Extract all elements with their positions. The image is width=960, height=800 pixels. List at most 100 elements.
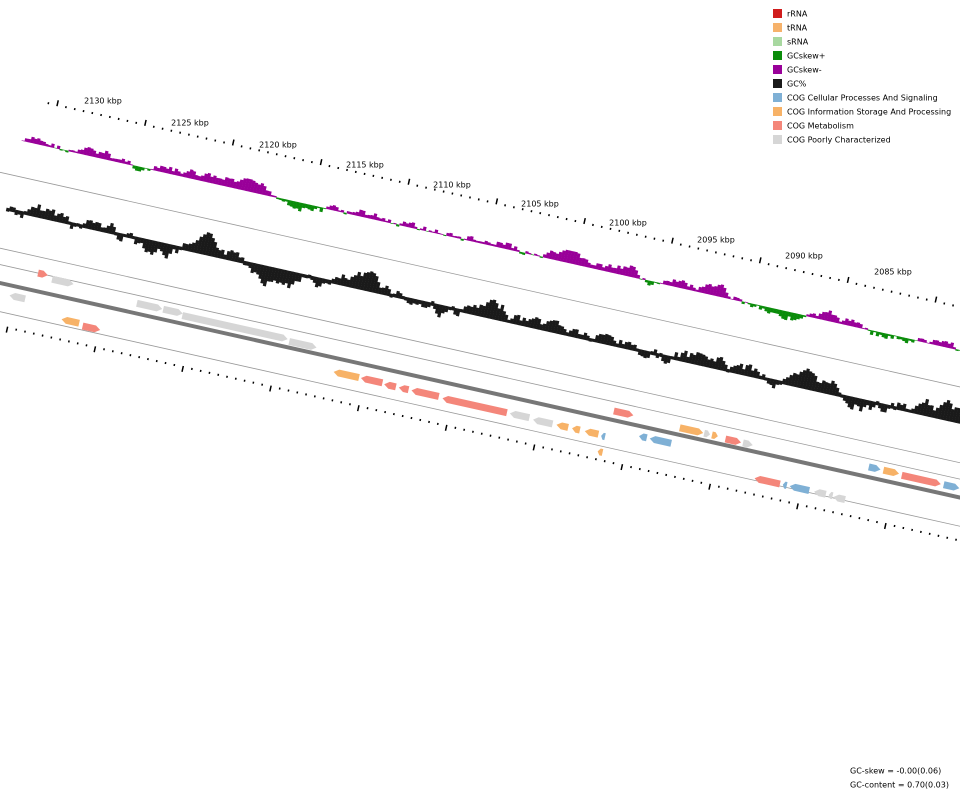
gc-skew-bar (481, 241, 485, 245)
gc-skew-bar (62, 149, 66, 151)
gc-content-bar (250, 262, 256, 274)
gc-skew-bar (495, 241, 501, 248)
gc-skew-bar (487, 242, 491, 246)
gc-skew-bar (235, 181, 241, 190)
gc-content-bar (509, 318, 514, 324)
gc-content-bar (178, 246, 183, 251)
gc-content-bar (849, 396, 856, 410)
gene-arrow (37, 269, 48, 278)
gc-skew-bar (137, 166, 142, 172)
gc-skew-bar (126, 160, 131, 166)
gc-content-bar (231, 252, 237, 262)
gc-skew-bar (454, 235, 459, 239)
ruler-tick (407, 178, 411, 185)
gc-content-bar (957, 411, 960, 424)
gc-content-bar (360, 272, 368, 291)
gc-skew-bar (636, 274, 641, 279)
gene-arrow (61, 316, 80, 327)
gc-content-bar (761, 374, 766, 381)
gc-content-bar (441, 305, 446, 314)
gc-content-bar (339, 274, 346, 286)
gc-content-bar (790, 372, 797, 387)
gc-content-bar (153, 241, 160, 253)
gc-content-bar (284, 270, 291, 284)
gc-content-bar (626, 341, 632, 350)
gc-content-bar (17, 210, 22, 215)
gc-skew-bar (536, 254, 541, 257)
gc-content-bar (588, 337, 593, 342)
gc-skew-bar (624, 267, 630, 277)
gc-skew-bar (510, 247, 515, 251)
ruler-tick (356, 405, 360, 412)
gene-arrow (754, 475, 781, 488)
gc-skew-bar (331, 205, 337, 211)
gc-content-bar (210, 241, 218, 258)
gc-skew-bar (621, 266, 627, 276)
gc-content-bar (766, 377, 771, 384)
gc-content-bar (799, 369, 807, 389)
gc-skew-bar (789, 312, 795, 321)
gc-content-bar (497, 304, 505, 322)
gc-content-bar (530, 318, 536, 329)
gc-content-bar (205, 233, 214, 256)
gc-content-bar (32, 207, 38, 218)
gc-content-bar (868, 400, 874, 411)
gc-content-bar (199, 234, 207, 255)
tick-label: 2085 kbp (874, 268, 912, 277)
legend-swatch (773, 121, 782, 130)
gc-skew-bar (147, 168, 151, 172)
gc-content-bar (931, 410, 936, 419)
gc-content-bar (290, 271, 297, 285)
gc-content-bar (726, 368, 730, 373)
gc-content-bar (500, 310, 507, 322)
gc-content-bar (579, 334, 584, 340)
gc-skew-bar (413, 226, 418, 230)
gc-skew-bar (65, 150, 69, 153)
gc-content-bar (793, 374, 800, 388)
gc-content-bar (646, 350, 651, 359)
gc-skew-bar (911, 339, 915, 343)
gc-skew-bar (182, 172, 187, 178)
gc-content-bar (512, 314, 518, 325)
gc-content-bar (193, 239, 200, 254)
gc-skew-bar (408, 222, 413, 228)
gc-skew-bar (580, 257, 586, 267)
gc-skew-bar (756, 304, 760, 307)
gc-content-bar (102, 227, 107, 233)
gene-arrow (136, 299, 163, 312)
gc-skew-bar (264, 190, 269, 196)
tick-label: 2120 kbp (259, 141, 297, 150)
gc-skew-bar (706, 283, 713, 295)
ruler-tick (532, 444, 536, 451)
gc-content-bar (934, 407, 940, 419)
legend-swatch (773, 107, 782, 116)
gc-skew-bar (59, 148, 63, 151)
gc-content-bar (693, 352, 700, 366)
gc-content-bar (147, 239, 154, 253)
gene-arrow (613, 407, 634, 418)
gc-content-bar (802, 368, 810, 390)
legend-swatch (773, 37, 782, 46)
gc-skew-bar (44, 143, 49, 147)
gc-content-bar (565, 331, 570, 337)
gc-content-bar (816, 382, 823, 393)
gc-skew-bar (896, 335, 901, 340)
gc-skew-bar (387, 219, 392, 224)
gc-content-bar (494, 308, 501, 321)
gc-content-bar (778, 380, 783, 386)
gc-content-bar (459, 308, 464, 313)
gc-content-bar (310, 275, 315, 281)
gc-skew-bar (923, 339, 928, 344)
gc-content-bar (164, 243, 171, 259)
gc-skew-bar (741, 301, 746, 305)
gc-content-bar (474, 307, 480, 316)
gc-skew-bar (498, 242, 504, 249)
gc-content-bar (29, 206, 35, 217)
gc-skew-bar (929, 341, 933, 345)
gc-content-bar (430, 300, 435, 307)
gc-content-bar (585, 335, 590, 341)
ruler-tick (758, 257, 762, 264)
gc-skew-bar (466, 236, 471, 241)
gc-content-bar (342, 277, 348, 287)
legend-label: tRNA (787, 24, 808, 33)
